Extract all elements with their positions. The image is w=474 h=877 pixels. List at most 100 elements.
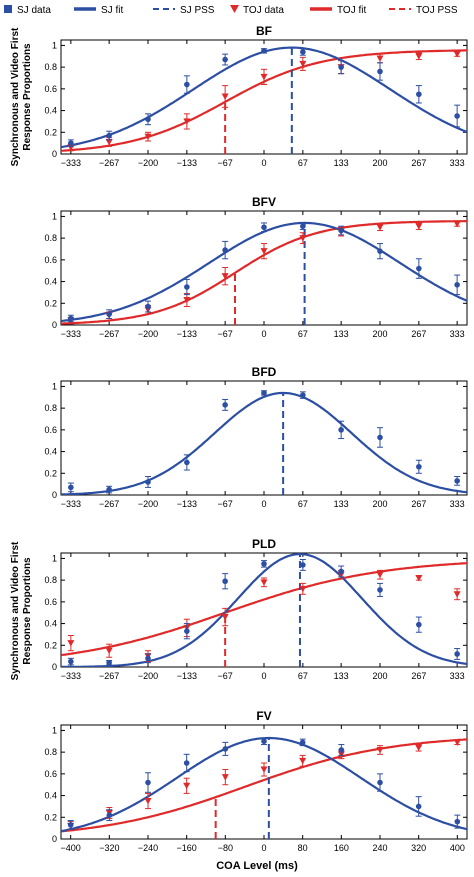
- x-tick-label: 200: [372, 499, 387, 509]
- y-tick-label: 0.8: [44, 747, 57, 757]
- x-tick-label: −67: [217, 671, 232, 681]
- data-point: [300, 49, 306, 55]
- data-point: [221, 614, 229, 621]
- y-tick-label: 0.2: [44, 298, 57, 308]
- x-axis-label: COA Level (ms): [216, 860, 298, 872]
- y-tick-label: 0.4: [44, 791, 57, 801]
- x-tick-label: −333: [61, 158, 81, 168]
- data-point: [377, 434, 383, 441]
- toj-fit-curve: [61, 738, 467, 833]
- y-axis-label-2: Synchronous and Video First Response Prop…: [10, 541, 33, 680]
- y-tick-label: 0.6: [44, 425, 57, 435]
- x-tick-label: 0: [261, 499, 266, 509]
- legend-item-sj-fit: SJ fit: [74, 5, 123, 16]
- x-tick-label: 133: [334, 158, 349, 168]
- y-tick-label: 0.4: [44, 277, 57, 287]
- plot-frame: [60, 380, 468, 496]
- x-tick-label: 200: [372, 329, 387, 339]
- data-point: [261, 390, 267, 396]
- legend-label: SJ data: [17, 5, 51, 16]
- x-tick-label: 333: [450, 671, 465, 681]
- data-point: [183, 782, 191, 790]
- y-tick-label: 0.8: [44, 575, 57, 585]
- data-point: [68, 658, 74, 665]
- data-point: [453, 591, 461, 598]
- data-point: [454, 651, 460, 657]
- data-point: [261, 48, 267, 54]
- data-point: [183, 118, 191, 125]
- data-point: [106, 812, 113, 818]
- data-point: [221, 774, 229, 781]
- panel-title: FV: [256, 709, 271, 723]
- data-point: [299, 757, 307, 765]
- x-tick-label: 67: [298, 329, 308, 339]
- y-tick-label: 0.6: [44, 597, 57, 607]
- y-tick-label: 0: [52, 662, 57, 672]
- x-tick-label: 133: [334, 671, 349, 681]
- x-tick-label: −67: [217, 499, 232, 509]
- data-point: [416, 463, 422, 470]
- panel-pld: PLD 0 0.2 0.4 0.6 0.8 1 −333 −267 −200 −133 −67 0 67 1…: [44, 537, 468, 681]
- sj-data-points: [67, 222, 461, 323]
- data-point: [221, 93, 229, 100]
- x-tick-label: −160: [177, 843, 197, 853]
- data-point: [222, 578, 228, 585]
- data-point: [221, 273, 229, 280]
- data-point: [454, 282, 460, 288]
- data-point: [184, 628, 190, 634]
- data-point: [300, 392, 306, 398]
- x-tick-label: 200: [372, 158, 387, 168]
- y-tick-label: 0: [52, 149, 57, 159]
- sj-fit-curve: [61, 553, 467, 667]
- data-point: [183, 297, 191, 304]
- data-point: [415, 803, 422, 810]
- toj-fit-curve: [61, 562, 467, 657]
- data-point: [416, 621, 422, 628]
- data-point: [260, 248, 268, 255]
- panel-bfv: BFV 0 0.2 0.4 0.6 0.8 1 −333 −267 −200 −133 −67 0 67 1…: [44, 195, 468, 339]
- data-point: [261, 224, 267, 231]
- data-point: [145, 655, 151, 662]
- data-point: [145, 303, 151, 310]
- y-tick-label: 0.8: [44, 233, 57, 243]
- toj-data-points: [67, 569, 461, 663]
- data-point: [377, 779, 383, 786]
- y-tick-label: 0.6: [44, 84, 57, 94]
- x-tick-label: 333: [450, 329, 465, 339]
- data-point: [453, 739, 461, 746]
- data-point: [145, 479, 151, 485]
- data-point: [145, 779, 151, 786]
- y-tick-label: 0: [52, 320, 57, 330]
- legend-label: TOJ PSS: [416, 5, 458, 16]
- toj-data-points: [67, 51, 461, 152]
- data-point: [222, 56, 228, 63]
- y-axis-label-line: Response Proportions: [22, 557, 33, 665]
- y-tick-label: 0: [52, 490, 57, 500]
- data-point: [415, 574, 423, 582]
- x-tick-label: 67: [298, 499, 308, 509]
- data-point: [222, 247, 228, 253]
- x-tick-label: −200: [138, 158, 158, 168]
- y-tick-label: 1: [52, 553, 57, 563]
- data-point: [105, 647, 113, 655]
- panel-title: BFV: [252, 195, 276, 209]
- y-tick-label: 0.6: [44, 255, 57, 265]
- panel-title: BF: [256, 24, 272, 38]
- data-point: [145, 116, 151, 123]
- panel-bfd: BFD 0 0.2 0.4 0.6 0.8 1 −333 −267 −200 −133 −67 0 67 1…: [44, 365, 468, 509]
- data-point: [416, 91, 422, 98]
- y-axis-label-line: Synchronous and Video First: [10, 541, 21, 680]
- sj-data-points: [67, 48, 461, 147]
- sj-fit-curve: [61, 736, 467, 833]
- x-tick-label: 133: [334, 499, 349, 509]
- x-tick-label: 0: [261, 158, 266, 168]
- x-tick-label: −267: [99, 158, 119, 168]
- data-point: [376, 224, 384, 231]
- x-tick-label: −267: [99, 499, 119, 509]
- data-point: [68, 140, 74, 146]
- data-point: [68, 484, 74, 491]
- panel-title: PLD: [252, 537, 276, 551]
- x-tick-label: 200: [372, 671, 387, 681]
- data-point: [376, 55, 384, 62]
